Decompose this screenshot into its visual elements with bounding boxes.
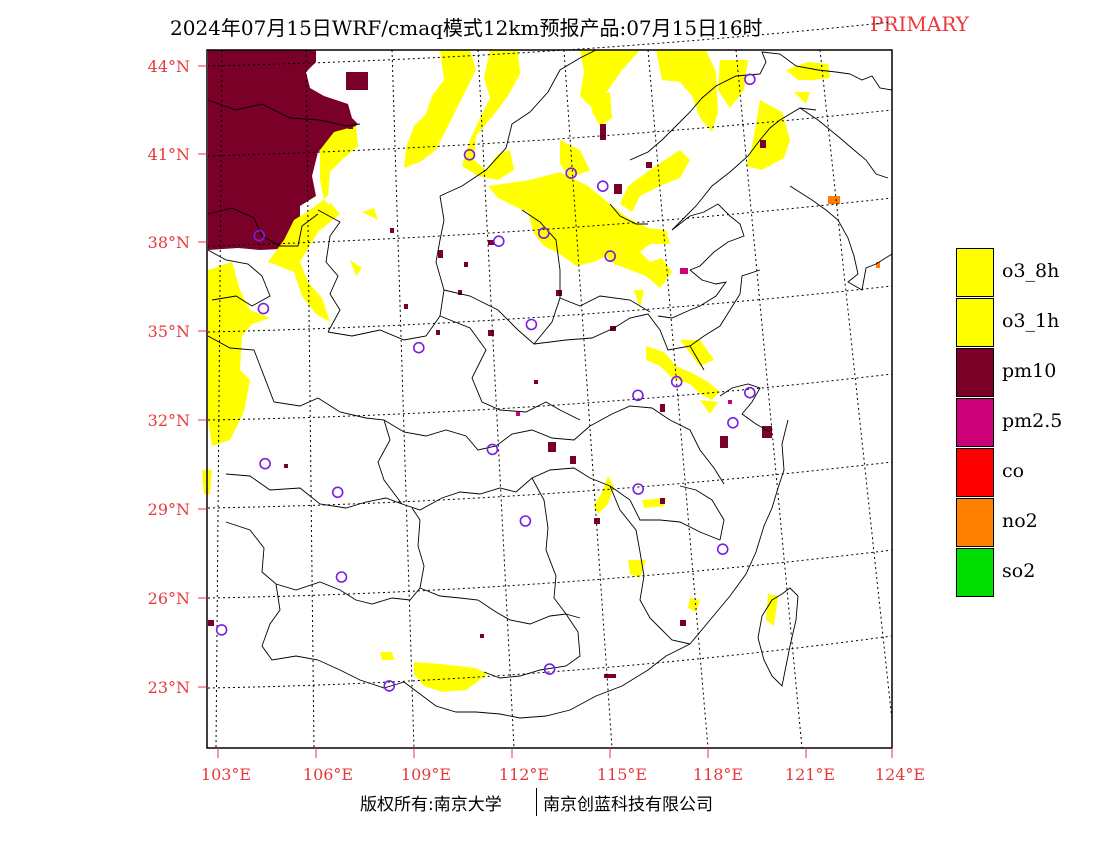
legend-swatch <box>956 348 994 397</box>
legend-item-o3-8h: o3_8h <box>956 248 1096 298</box>
station-marker <box>525 318 538 331</box>
station-marker <box>486 443 499 456</box>
lon-label-118e: 118°E <box>693 765 743 784</box>
lat-label-38n: 38°N <box>148 233 190 252</box>
station-marker <box>253 229 266 242</box>
lon-label-109e: 109°E <box>401 765 451 784</box>
legend-label: pm10 <box>1002 360 1057 382</box>
footer-divider <box>536 788 537 816</box>
legend-label: co <box>1002 460 1025 482</box>
latitude-axis: 44°N 41°N 38°N 35°N 32°N 29°N 26°N 23°N <box>148 57 207 697</box>
station-marker <box>383 680 396 692</box>
station-marker <box>412 341 425 354</box>
station-marker <box>716 543 729 556</box>
copyright-footer: 版权所有:南京大学 南京创蓝科技有限公司 <box>0 788 1100 820</box>
no2-patch-east <box>828 196 840 204</box>
station-marker <box>257 302 270 315</box>
lat-label-35n: 35°N <box>148 322 190 341</box>
o3-regions <box>202 50 830 692</box>
station-marker <box>632 389 644 402</box>
legend-label: so2 <box>1002 560 1036 582</box>
lon-label-112e: 112°E <box>499 765 549 784</box>
station-marker <box>463 149 476 161</box>
primary-tag: PRIMARY <box>870 12 969 36</box>
lon-label-115e: 115°E <box>597 765 647 784</box>
station-marker <box>596 180 609 192</box>
station-marker <box>744 73 756 86</box>
legend-swatch <box>956 448 994 497</box>
station-marker <box>632 483 645 495</box>
legend-item-no2: no2 <box>956 498 1096 548</box>
lat-label-32n: 32°N <box>148 411 190 430</box>
legend-item-pm25: pm2.5 <box>956 398 1096 448</box>
pm-small-patches <box>208 124 772 678</box>
legend-label: no2 <box>1002 510 1038 532</box>
copyright-left: 版权所有:南京大学 <box>360 795 502 815</box>
station-marker <box>727 416 739 429</box>
legend-label: o3_1h <box>1002 310 1060 332</box>
lat-label-23n: 23°N <box>148 678 190 697</box>
legend-swatch <box>956 248 994 297</box>
legend-swatch <box>956 398 994 447</box>
lat-label-29n: 29°N <box>148 500 190 519</box>
station-marker <box>331 486 344 499</box>
map-title: 2024年07月15日WRF/cmaq模式12km预报产品:07月15日16时 <box>170 16 763 40</box>
lat-label-26n: 26°N <box>148 589 190 608</box>
legend-item-co: co <box>956 448 1096 498</box>
station-marker <box>670 375 683 388</box>
legend-swatch <box>956 298 994 347</box>
station-marker <box>604 250 617 262</box>
lat-label-44n: 44°N <box>148 57 190 76</box>
lon-label-106e: 106°E <box>303 765 353 784</box>
legend-item-pm10: pm10 <box>956 348 1096 398</box>
station-markers <box>215 73 756 692</box>
no2-patch-sea <box>876 262 880 268</box>
station-marker <box>519 515 532 527</box>
station-marker <box>492 235 505 247</box>
legend-label: o3_8h <box>1002 260 1060 282</box>
copyright-right: 南京创蓝科技有限公司 <box>543 795 713 815</box>
province-boundaries <box>207 49 893 719</box>
lon-label-124e: 124°E <box>875 765 925 784</box>
legend-item-o3-1h: o3_1h <box>956 298 1096 348</box>
station-marker <box>743 386 756 399</box>
map-frame <box>206 49 893 749</box>
title-bar: 2024年07月15日WRF/cmaq模式12km预报产品:07月15日16时 … <box>0 12 1100 40</box>
lon-label-121e: 121°E <box>785 765 835 784</box>
station-marker <box>565 167 578 179</box>
legend-swatch <box>956 498 994 547</box>
pm10-region-northwest <box>208 50 358 250</box>
station-marker <box>537 227 550 239</box>
longitude-axis: 103°E 106°E 109°E 112°E 115°E 118°E 121°… <box>201 748 925 784</box>
legend-item-so2: so2 <box>956 548 1096 598</box>
station-marker <box>215 624 228 636</box>
lat-label-41n: 41°N <box>148 145 190 164</box>
legend-swatch <box>956 548 994 597</box>
lon-label-103e: 103°E <box>201 765 251 784</box>
pollution-regions <box>202 50 880 692</box>
legend-label: pm2.5 <box>1002 410 1063 432</box>
station-marker <box>335 571 348 583</box>
station-marker <box>259 457 271 470</box>
station-marker <box>543 663 556 675</box>
